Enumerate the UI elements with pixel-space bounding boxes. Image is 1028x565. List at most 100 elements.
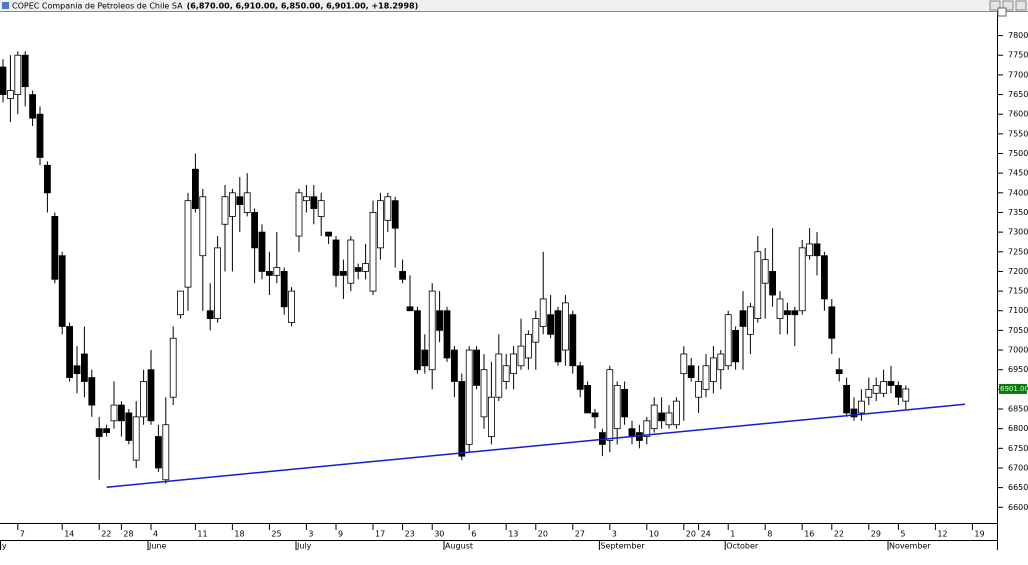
y-tick-label: 7250 [1008,247,1028,256]
candle-body [517,345,525,367]
y-tick-label: 6950 [1008,365,1028,374]
window-buttons[interactable] [989,0,1027,11]
y-tick-label: 7700 [1008,70,1028,79]
candle-body [480,369,488,418]
candle-body [591,412,599,418]
x-tick-label: 13 [508,530,518,539]
candle-body [843,385,850,414]
y-tick-label: 6600 [1008,503,1028,512]
candle-body [806,243,813,257]
y-tick-label: 7350 [1008,208,1028,217]
candle-body [191,168,199,209]
candle-body [428,290,436,371]
candle-body [791,310,799,316]
candle-body [288,290,296,323]
candle-body [88,377,96,406]
candle-body [236,196,244,206]
candle-body [458,381,466,457]
y-tick-label: 7750 [1008,51,1028,60]
candle-body [295,192,303,237]
candle-body [813,243,821,257]
candle-body [73,365,81,375]
candle-body [436,310,444,331]
candle-body [118,404,125,422]
y-tick-label: 6700 [1008,463,1028,472]
y-tick-label: 7050 [1008,326,1028,335]
candle-body [547,314,554,335]
candle-body [221,196,229,225]
minimize-button[interactable] [989,0,1001,11]
candle-body [369,212,377,292]
candle-body [265,271,273,276]
candle-body [391,200,399,229]
candle-body [302,196,310,202]
candle-body [747,306,754,335]
candle-body [243,192,251,213]
y-tick-label: 7150 [1008,287,1028,296]
candle-body [29,94,37,119]
candle-body [865,388,873,398]
candle-body [643,420,651,437]
y-tick-label: 7800 [1008,31,1028,40]
close-button[interactable] [1015,0,1027,11]
x-tick-label: 22 [101,530,111,539]
x-tick-label: 28 [123,530,133,539]
candle-body [347,239,355,284]
candle-body [584,385,591,414]
candle-body [680,353,688,375]
x-tick-label: 4 [153,530,158,539]
x-tick-label: 3 [612,530,617,539]
candle-body [421,349,429,367]
maximize-button[interactable] [1002,0,1014,11]
candle-body [539,298,547,327]
candle-body [754,251,762,319]
candle-body [66,326,73,378]
candle-body [739,310,747,327]
candle-body [140,381,148,418]
candle-body [673,400,680,426]
candle-body [858,400,865,414]
candle-body [362,263,370,272]
candle-body [58,255,66,327]
candle-body [184,200,192,288]
candle-body [702,365,710,390]
x-tick-label: 24 [701,530,711,539]
x-tick-label: 9 [338,530,343,539]
y-tick-label: 7200 [1008,267,1028,276]
x-tick-label: 10 [649,530,659,539]
x-tick-label: 12 [937,530,947,539]
candle-body [214,247,222,320]
x-tick-label: 18 [234,530,244,539]
x-tick-label: 17 [375,530,385,539]
candle-body [473,349,481,386]
candle-body [554,310,562,363]
scroll-button[interactable] [997,7,1007,17]
candle-body [887,381,895,386]
candle-body [0,66,7,95]
y-tick-label: 7600 [1008,110,1028,119]
candle-body [154,436,162,469]
candle-body [332,239,340,276]
candle-body [621,388,628,418]
candle-body [724,314,732,367]
x-tick-label: 20 [686,530,696,539]
candle-body [665,412,673,426]
month-label: October [726,542,759,551]
candle-body [162,424,170,481]
candle-body [487,396,495,437]
candle-body [110,404,118,422]
y-tick-label: 7000 [1008,346,1028,355]
candle-body [199,196,207,257]
candle-body [902,388,910,402]
x-tick-label: 7 [20,530,25,539]
candle-body [835,369,843,375]
candle-body [710,357,717,382]
month-label: July [296,542,312,551]
candle-body [384,196,392,221]
candle-body [450,349,458,382]
candle-body [103,428,110,433]
candle-body [44,164,51,194]
y-tick-label: 7500 [1008,149,1028,158]
candle-body [769,271,776,296]
window-icon [2,2,9,9]
